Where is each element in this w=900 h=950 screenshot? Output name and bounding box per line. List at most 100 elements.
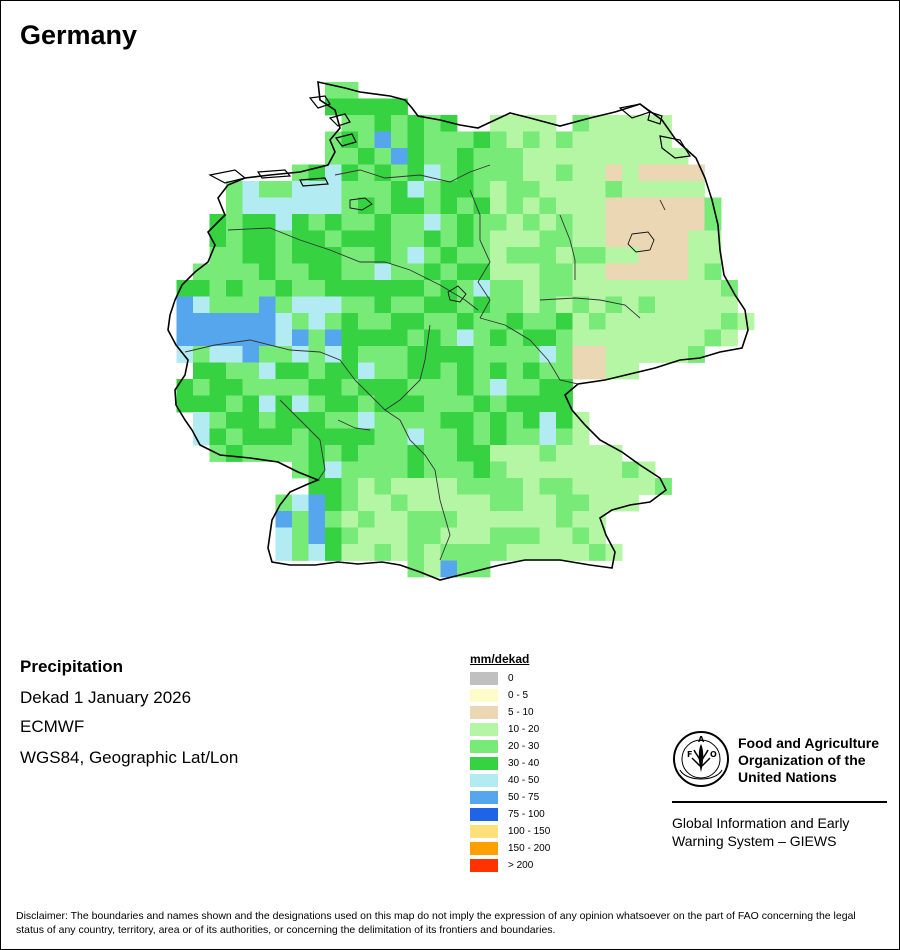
precipitation-cell — [440, 214, 458, 231]
precipitation-cell — [391, 329, 408, 347]
precipitation-cell — [506, 362, 524, 380]
precipitation-cell — [391, 511, 408, 528]
precipitation-cell — [605, 494, 623, 512]
precipitation-cell — [176, 329, 194, 347]
precipitation-cell — [259, 296, 276, 314]
precipitation-cell — [572, 247, 590, 264]
precipitation-cell — [391, 478, 408, 495]
precipitation-cell — [655, 214, 672, 231]
precipitation-cell — [226, 280, 243, 297]
precipitation-cell — [341, 461, 359, 479]
precipitation-cell — [391, 280, 408, 297]
precipitation-cell — [226, 247, 243, 264]
precipitation-cell — [638, 346, 656, 363]
precipitation-cell — [638, 131, 656, 149]
precipitation-cell — [721, 313, 738, 330]
precipitation-cell — [688, 181, 705, 198]
precipitation-cell — [473, 445, 491, 462]
precipitation-cell — [407, 544, 425, 561]
precipitation-cell — [589, 362, 606, 380]
precipitation-cell — [308, 544, 326, 561]
precipitation-cell — [539, 362, 557, 380]
legend-swatch — [470, 791, 498, 804]
organization-name-line2: Organization of the — [738, 752, 866, 768]
precipitation-cell — [523, 296, 540, 314]
precipitation-cell — [506, 428, 524, 446]
precipitation-cell — [374, 428, 392, 446]
precipitation-cell — [457, 181, 474, 198]
precipitation-cell — [523, 395, 540, 413]
precipitation-cell — [671, 329, 689, 347]
precipitation-cell — [374, 313, 392, 330]
precipitation-cell — [539, 230, 557, 248]
precipitation-cell — [473, 362, 491, 380]
precipitation-cell — [275, 329, 293, 347]
precipitation-cell — [424, 544, 441, 561]
precipitation-cell — [292, 544, 309, 561]
disclaimer: Disclaimer: The boundaries and names sho… — [16, 910, 856, 936]
precipitation-cell — [391, 247, 408, 264]
precipitation-cell — [572, 494, 590, 512]
legend-swatch — [470, 825, 498, 838]
precipitation-cell — [490, 296, 507, 314]
precipitation-cell — [473, 379, 491, 396]
precipitation-cell — [440, 395, 458, 413]
precipitation-cell — [572, 131, 590, 149]
precipitation-cell — [325, 527, 342, 545]
precipitation-cell — [341, 527, 359, 545]
precipitation-cell — [457, 313, 474, 330]
precipitation-cell — [506, 445, 524, 462]
precipitation-cell — [490, 164, 507, 182]
precipitation-cell — [605, 362, 623, 380]
precipitation-cell — [490, 131, 507, 149]
precipitation-cell — [341, 544, 359, 561]
precipitation-cell — [391, 263, 408, 281]
precipitation-cell — [308, 181, 326, 198]
precipitation-cell — [407, 115, 425, 132]
precipitation-cell — [275, 197, 293, 215]
precipitation-cell — [506, 115, 524, 132]
precipitation-cell — [308, 494, 326, 512]
precipitation-cell — [704, 263, 722, 281]
precipitation-cell — [193, 379, 210, 396]
precipitation-cell — [671, 230, 689, 248]
precipitation-cell — [391, 214, 408, 231]
precipitation-cell — [671, 313, 689, 330]
precipitation-cell — [275, 379, 293, 396]
precipitation-cell — [556, 362, 573, 380]
fao-logo-icon: F A O — [673, 731, 729, 787]
precipitation-cell — [341, 181, 359, 198]
precipitation-cell — [721, 329, 738, 347]
precipitation-cell — [358, 329, 375, 347]
precipitation-cell — [473, 461, 491, 479]
precipitation-cell — [308, 296, 326, 314]
precipitation-cell — [440, 131, 458, 149]
precipitation-cell — [325, 445, 342, 462]
precipitation-cell — [440, 296, 458, 314]
precipitation-cell — [556, 445, 573, 462]
precipitation-cell — [671, 164, 689, 182]
precipitation-cell — [490, 313, 507, 330]
precipitation-cell — [572, 329, 590, 347]
precipitation-cell — [638, 164, 656, 182]
precipitation-cell — [209, 296, 227, 314]
precipitation-cell — [638, 148, 656, 165]
precipitation-cell — [721, 296, 738, 314]
precipitation-cell — [539, 527, 557, 545]
precipitation-cell — [473, 412, 491, 429]
precipitation-cell — [605, 296, 623, 314]
precipitation-cell — [209, 329, 227, 347]
precipitation-cell — [704, 230, 722, 248]
precipitation-cell — [407, 560, 425, 578]
precipitation-cell — [209, 280, 227, 297]
precipitation-cell — [457, 412, 474, 429]
precipitation-cell — [523, 164, 540, 182]
city-outlines — [349, 197, 655, 303]
precipitation-cell — [325, 214, 342, 231]
precipitation-cell — [622, 313, 639, 330]
precipitation-cell — [325, 544, 342, 561]
precipitation-cell — [539, 148, 557, 165]
precipitation-cell — [242, 230, 260, 248]
precipitation-cell — [638, 478, 656, 495]
precipitation-cell — [407, 329, 425, 347]
